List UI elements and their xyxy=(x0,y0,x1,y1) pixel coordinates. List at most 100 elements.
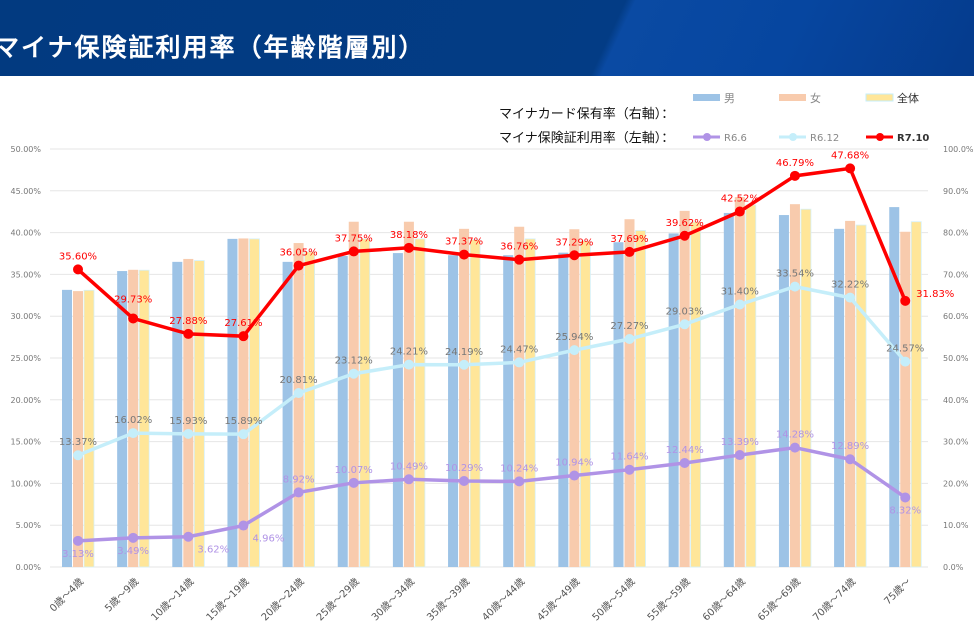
data-label-R6.6: 12.44% xyxy=(666,445,704,456)
point-R6.12 xyxy=(403,359,414,370)
line-R6.12 xyxy=(77,284,907,457)
bar-男 xyxy=(448,255,459,567)
bar-女 xyxy=(569,229,580,568)
data-label-R6.6: 10.49% xyxy=(390,461,428,472)
header-banner: マイナ保険証利用率（年齢階層別） xyxy=(0,0,974,76)
bar-全体 xyxy=(414,238,426,568)
data-label-R6.12: 29.03% xyxy=(666,306,704,317)
point-R6.6 xyxy=(128,532,139,543)
bar-全体 xyxy=(635,230,646,568)
category-label: 30歳～34歳 xyxy=(369,576,417,624)
left-tick-label: 25.00% xyxy=(10,354,41,363)
data-label-R7.10: 42.52% xyxy=(721,194,759,205)
left-tick-label: 40.00% xyxy=(10,229,41,238)
data-label-R6.12: 31.40% xyxy=(721,286,759,297)
point-R6.12 xyxy=(73,450,83,461)
data-label-R6.6: 10.94% xyxy=(555,458,593,469)
bar-男 xyxy=(282,261,293,567)
bar-男 xyxy=(889,207,900,568)
point-R6.12 xyxy=(569,345,580,356)
point-R7.10 xyxy=(900,295,911,306)
point-R6.12 xyxy=(238,429,249,440)
category-label: 45歳～49歳 xyxy=(535,576,583,624)
bar-女 xyxy=(679,210,690,567)
point-R6.12 xyxy=(845,292,856,303)
right-tick-label: 10.0% xyxy=(943,521,969,530)
right-tick-label: 100.0% xyxy=(943,145,974,154)
bar-全体 xyxy=(138,269,150,568)
data-label-R6.12: 15.89% xyxy=(224,416,262,427)
point-R6.12 xyxy=(348,368,359,379)
right-tick-label: 30.0% xyxy=(943,438,969,447)
category-label: 25歳～29歳 xyxy=(314,576,362,624)
legend-label-R6.12: R6.12 xyxy=(810,133,839,144)
bar-男 xyxy=(558,252,569,567)
point-R6.12 xyxy=(514,357,525,368)
data-label-R6.12: 23.12% xyxy=(335,356,373,367)
data-label-R6.6: 3.13% xyxy=(62,549,94,560)
data-label-R6.6: 10.07% xyxy=(335,465,373,476)
legend-label-R6.6: R6.6 xyxy=(724,133,747,144)
data-label-R6.12: 27.27% xyxy=(610,321,648,332)
bar-女 xyxy=(238,238,249,567)
category-label: 5歳～9歳 xyxy=(103,576,142,615)
right-tick-label: 40.0% xyxy=(943,396,969,405)
point-R6.6 xyxy=(348,477,359,488)
point-R6.6 xyxy=(789,442,800,453)
bar-男 xyxy=(668,233,679,567)
bar-全体 xyxy=(745,204,757,568)
bar-全体 xyxy=(304,251,316,568)
left-tick-label: 50.00% xyxy=(10,145,41,154)
left-tick-label: 45.00% xyxy=(10,187,41,196)
point-R6.12 xyxy=(128,428,139,439)
right-tick-label: 0.0% xyxy=(943,563,964,572)
category-label: 50歳～54歳 xyxy=(590,576,638,624)
data-label-R6.6: 14.28% xyxy=(776,430,814,441)
data-label-R7.10: 29.73% xyxy=(114,294,152,305)
bar-女 xyxy=(789,204,800,567)
point-R7.10 xyxy=(403,242,414,253)
data-label-R7.10: 37.29% xyxy=(555,237,593,248)
data-label-R6.12: 33.54% xyxy=(776,269,814,280)
bar-女 xyxy=(734,197,745,567)
data-label-R6.12: 13.37% xyxy=(59,437,97,448)
point-R6.6 xyxy=(514,476,525,487)
legend-label-R7.10: R7.10 xyxy=(897,133,929,144)
point-R7.10 xyxy=(128,313,139,324)
legend-card-label: マイナカード保有率（右軸）： xyxy=(499,106,674,122)
point-R6.6 xyxy=(845,454,856,465)
point-R6.6 xyxy=(459,475,470,486)
bar-男 xyxy=(503,255,514,567)
data-label-R6.12: 24.19% xyxy=(445,347,483,358)
legend-swatch-男 xyxy=(693,94,720,101)
bar-女 xyxy=(514,226,525,568)
category-label: 10歳～14歳 xyxy=(149,576,197,624)
data-label-R7.10: 37.75% xyxy=(335,233,373,244)
data-label-R7.10: 47.68% xyxy=(831,150,869,161)
bar-女 xyxy=(293,243,304,568)
bar-男 xyxy=(613,242,624,568)
point-R7.10 xyxy=(459,249,470,260)
point-R7.10 xyxy=(734,206,745,217)
bar-男 xyxy=(723,212,734,568)
data-label-R6.12: 15.93% xyxy=(169,416,207,427)
right-tick-label: 20.0% xyxy=(943,479,969,488)
point-R6.6 xyxy=(679,458,690,469)
data-label-R6.12: 16.02% xyxy=(114,415,152,426)
page-title: マイナ保険証利用率（年齢階層別） xyxy=(0,33,426,62)
data-label-R6.6: 11.64% xyxy=(610,452,648,463)
data-label-R7.10: 36.76% xyxy=(500,242,538,253)
bar-全体 xyxy=(359,238,371,568)
category-label: 15歳～19歳 xyxy=(204,576,252,624)
bar-女 xyxy=(183,258,194,567)
bar-全体 xyxy=(83,289,95,568)
data-label-R6.6: 8.32% xyxy=(889,505,921,516)
bar-全体 xyxy=(579,240,591,568)
data-label-R6.6: 10.29% xyxy=(445,463,483,474)
lines: 3.13% 3.49% 3.62% 4.96% 8.92% 10.07% 10.49% 10.… xyxy=(59,150,954,559)
bar-女 xyxy=(900,231,911,568)
legend-marker-R6.6 xyxy=(703,133,711,141)
data-label-R6.12: 20.81% xyxy=(280,375,318,386)
bar-全体 xyxy=(855,224,867,568)
bar-女 xyxy=(73,291,83,567)
